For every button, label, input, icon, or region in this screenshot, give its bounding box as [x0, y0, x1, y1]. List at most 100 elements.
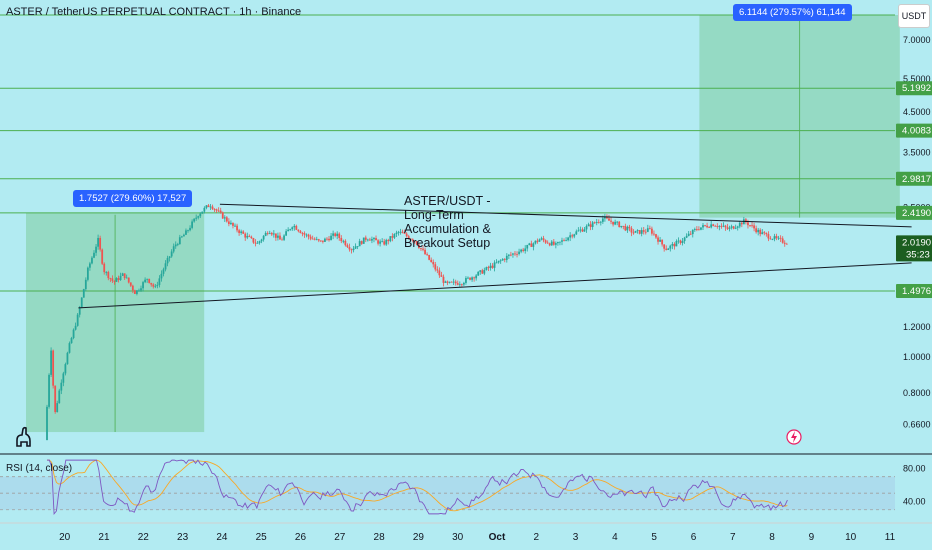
candle-body [64, 364, 67, 374]
price-label-text: 1.4976 [902, 286, 931, 297]
candle-body [716, 226, 719, 227]
time-tick-label: 20 [59, 532, 71, 543]
candle-body [585, 226, 588, 230]
candle-body [673, 243, 676, 247]
candle-body [91, 257, 93, 264]
candle-body [371, 239, 373, 241]
candle-body [205, 205, 208, 208]
candle-body [342, 240, 345, 242]
price-label-bg [896, 81, 932, 96]
candle-body [262, 235, 265, 240]
candle-body [618, 221, 621, 228]
candle-body [168, 256, 171, 259]
candle-body [234, 225, 236, 227]
candle-body [606, 216, 608, 219]
candle-body [268, 232, 271, 234]
candle-body [287, 229, 290, 232]
candle-body [622, 225, 625, 227]
candle-body [334, 233, 337, 237]
candle-body [628, 226, 631, 229]
candle-body [587, 224, 590, 227]
candle-body [640, 230, 643, 234]
candle-body [763, 232, 766, 234]
candle-body [638, 230, 641, 234]
candle-body [734, 227, 737, 229]
candle-body [142, 282, 144, 289]
candle-body [407, 236, 410, 239]
time-tick-label: 30 [452, 532, 464, 543]
candle-body [129, 282, 132, 286]
candle-body [604, 216, 606, 219]
candle-body [283, 235, 285, 240]
candle-body [685, 235, 688, 238]
time-tick-label: 4 [612, 532, 618, 543]
candle-body [289, 229, 292, 230]
candle-body [446, 281, 449, 283]
annotation-line: Accumulation & [404, 222, 491, 236]
candle-body [250, 236, 253, 239]
candle-body [669, 245, 672, 249]
lightning-icon[interactable] [786, 428, 802, 451]
candle-body [710, 224, 713, 228]
time-axis[interactable]: 20 21 22 23 24 25 26 27 28 29 30 Oct 2 3 4 5 6 7 8 9 10 11 [0, 522, 932, 543]
price-label: 5.1992 [896, 81, 932, 96]
candle-body [156, 284, 159, 286]
candle-body [209, 206, 212, 208]
candle-body [266, 232, 269, 234]
price-tick-label: 0.8000 [903, 388, 931, 398]
candle-body [420, 247, 422, 249]
candle-body [751, 225, 753, 227]
candle-body [512, 253, 514, 255]
candle-body [644, 231, 647, 233]
candle-body [166, 258, 169, 264]
candle-body [176, 244, 179, 245]
candle-body [340, 237, 343, 242]
candle-body [46, 406, 48, 440]
time-tick-label: 25 [256, 532, 268, 543]
rsi-tick-label: 80.00 [903, 463, 926, 473]
candle-body [681, 241, 684, 243]
candle-body [66, 352, 69, 365]
candle-body [769, 238, 772, 240]
candle-body [125, 277, 128, 279]
candle-body [700, 227, 702, 230]
candle-body [358, 241, 361, 247]
candle-body [493, 262, 496, 268]
candle-body [430, 259, 433, 262]
candle-body [659, 239, 661, 242]
candle-body [117, 278, 120, 281]
candle-body [123, 273, 126, 279]
candle-body [689, 233, 692, 235]
candle-body [569, 235, 572, 238]
candle-body [260, 239, 263, 242]
candle-body [281, 239, 283, 241]
candle-body [575, 231, 578, 235]
candle-body [665, 248, 668, 250]
candle-body [207, 205, 210, 207]
candle-body [509, 254, 512, 256]
candle-body [608, 218, 610, 221]
candle-body [724, 225, 727, 228]
price-axis[interactable]: 7.00005.50004.50003.50002.50001.20001.00… [896, 35, 932, 430]
candle-body [497, 260, 500, 263]
annotation-line: Long-Term [404, 208, 464, 222]
candle-body [348, 247, 351, 250]
candle-body [252, 238, 255, 243]
candle-body [718, 225, 721, 227]
currency-button[interactable]: USDT [898, 4, 930, 28]
candle-body [238, 230, 240, 233]
candle-body [620, 225, 623, 228]
candle-body [614, 221, 617, 225]
candle-body [413, 240, 416, 242]
candle-body [428, 255, 431, 260]
candle-body [579, 229, 582, 231]
candle-body [424, 249, 426, 255]
price-tick-label: 0.6600 [903, 419, 931, 429]
candle-body [285, 231, 288, 236]
candle-body [501, 259, 504, 261]
candle-body [227, 221, 230, 224]
candle-body [610, 220, 612, 222]
chart-title: ASTER / TetherUS PERPETUAL CONTRACT · 1h… [6, 6, 302, 18]
